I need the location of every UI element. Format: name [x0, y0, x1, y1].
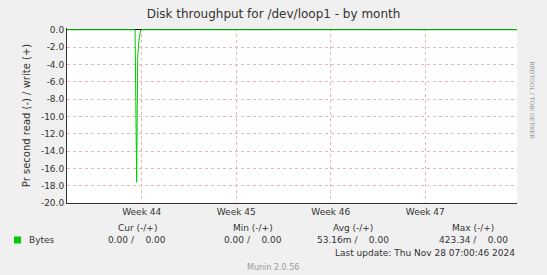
- svg-text:Cur (-/+): Cur (-/+): [118, 223, 157, 233]
- svg-text:Pr second read (-) / write (+): Pr second read (-) / write (+): [21, 44, 32, 187]
- svg-text:Avg (-/+): Avg (-/+): [333, 223, 373, 233]
- svg-text:0.0: 0.0: [50, 25, 65, 35]
- svg-text:Week 46: Week 46: [311, 207, 350, 217]
- svg-text:Week 47: Week 47: [406, 207, 445, 217]
- svg-text:53.16m / 0.00: 53.16m / 0.00: [317, 235, 389, 245]
- svg-text:0.00 / 0.00: 0.00 / 0.00: [224, 235, 282, 245]
- svg-text:-14.0: -14.0: [41, 146, 65, 156]
- svg-text:-10.0: -10.0: [41, 112, 65, 122]
- svg-text:-20.0: -20.0: [41, 198, 65, 208]
- svg-text:RRDTOOL / TOBI OETIKER: RRDTOOL / TOBI OETIKER: [529, 62, 536, 139]
- svg-text:Max (-/+): Max (-/+): [452, 223, 494, 233]
- svg-text:-18.0: -18.0: [41, 181, 65, 191]
- svg-text:Munin 2.0.56: Munin 2.0.56: [247, 263, 299, 272]
- svg-text:Last update: Thu Nov 28 07:00:: Last update: Thu Nov 28 07:00:46 2024: [335, 248, 515, 258]
- svg-text:Bytes: Bytes: [29, 235, 55, 245]
- svg-text:Disk throughput for /dev/loop1: Disk throughput for /dev/loop1 - by mont…: [147, 7, 401, 21]
- svg-text:-12.0: -12.0: [41, 129, 65, 139]
- svg-text:0.00 / 0.00: 0.00 / 0.00: [108, 235, 166, 245]
- svg-text:423.34 / 0.00: 423.34 / 0.00: [439, 235, 508, 245]
- svg-text:-16.0: -16.0: [41, 164, 65, 174]
- svg-text:-6.0: -6.0: [47, 77, 65, 87]
- svg-text:Week 44: Week 44: [122, 207, 161, 217]
- svg-text:-2.0: -2.0: [47, 42, 65, 52]
- svg-text:Min (-/+): Min (-/+): [233, 223, 273, 233]
- svg-text:Week 45: Week 45: [217, 207, 256, 217]
- svg-text:-4.0: -4.0: [47, 60, 65, 70]
- svg-text:-8.0: -8.0: [47, 94, 65, 104]
